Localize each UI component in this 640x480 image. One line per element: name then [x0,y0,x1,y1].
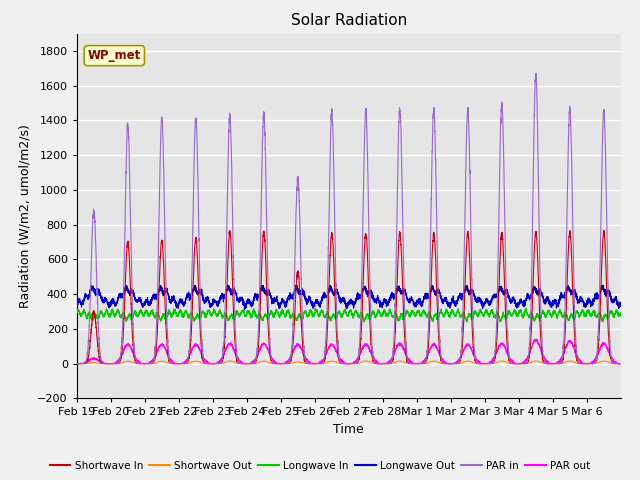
Shortwave Out [617,361,625,367]
PAR out [81,361,89,367]
Line: PAR in: PAR in [77,74,621,364]
Longwave In [617,310,625,315]
Longwave Out [525,292,532,298]
Longwave Out [88,283,95,288]
Shortwave Out [498,358,506,364]
Line: Longwave Out: Longwave Out [77,286,621,310]
Shortwave In [186,350,193,356]
Longwave Out [186,296,193,301]
Text: WP_met: WP_met [88,49,141,62]
Longwave Out [617,301,625,307]
Shortwave Out [369,360,377,366]
PAR in [73,361,81,367]
Line: PAR out: PAR out [77,339,621,364]
Shortwave In [600,228,607,233]
Shortwave In [369,355,377,360]
Shortwave Out [398,359,406,364]
Line: Longwave In: Longwave In [77,308,621,322]
Shortwave In [498,231,506,237]
Title: Solar Radiation: Solar Radiation [291,13,407,28]
PAR in [186,341,193,347]
PAR out [369,353,377,359]
PAR out [498,340,506,346]
Longwave In [312,305,319,311]
Shortwave In [398,267,406,273]
Shortwave Out [600,358,607,364]
PAR out [617,361,625,367]
PAR out [186,352,193,358]
Shortwave Out [525,360,532,366]
Shortwave In [73,361,81,367]
X-axis label: Time: Time [333,423,364,436]
PAR in [369,353,377,359]
Longwave Out [369,294,377,300]
Longwave In [539,309,547,314]
PAR out [73,361,81,367]
PAR out [533,336,541,342]
PAR in [498,103,506,108]
Shortwave Out [539,360,547,366]
PAR in [539,348,547,354]
Longwave In [360,319,368,325]
Line: Shortwave In: Shortwave In [77,230,621,364]
PAR out [539,352,547,358]
Longwave Out [398,290,406,296]
Longwave In [186,314,193,320]
Longwave In [525,313,532,319]
PAR in [525,352,532,358]
Shortwave In [539,354,547,360]
PAR in [617,361,625,367]
Shortwave In [617,361,625,367]
PAR out [525,353,532,359]
PAR out [398,344,406,349]
PAR in [398,175,406,180]
Y-axis label: Radiation (W/m2, umol/m2/s): Radiation (W/m2, umol/m2/s) [19,124,32,308]
Shortwave Out [73,361,81,367]
Longwave Out [539,293,547,299]
Longwave Out [499,286,506,291]
Shortwave Out [186,360,193,366]
Longwave In [369,309,377,314]
Longwave In [398,313,406,319]
Shortwave In [525,358,532,364]
Line: Shortwave Out: Shortwave Out [77,361,621,364]
PAR in [532,71,540,77]
Legend: Shortwave In, Shortwave Out, Longwave In, Longwave Out, PAR in, PAR out: Shortwave In, Shortwave Out, Longwave In… [45,456,595,475]
Longwave In [73,309,81,314]
Longwave Out [241,307,248,312]
Longwave In [499,314,506,320]
Longwave Out [73,298,81,304]
